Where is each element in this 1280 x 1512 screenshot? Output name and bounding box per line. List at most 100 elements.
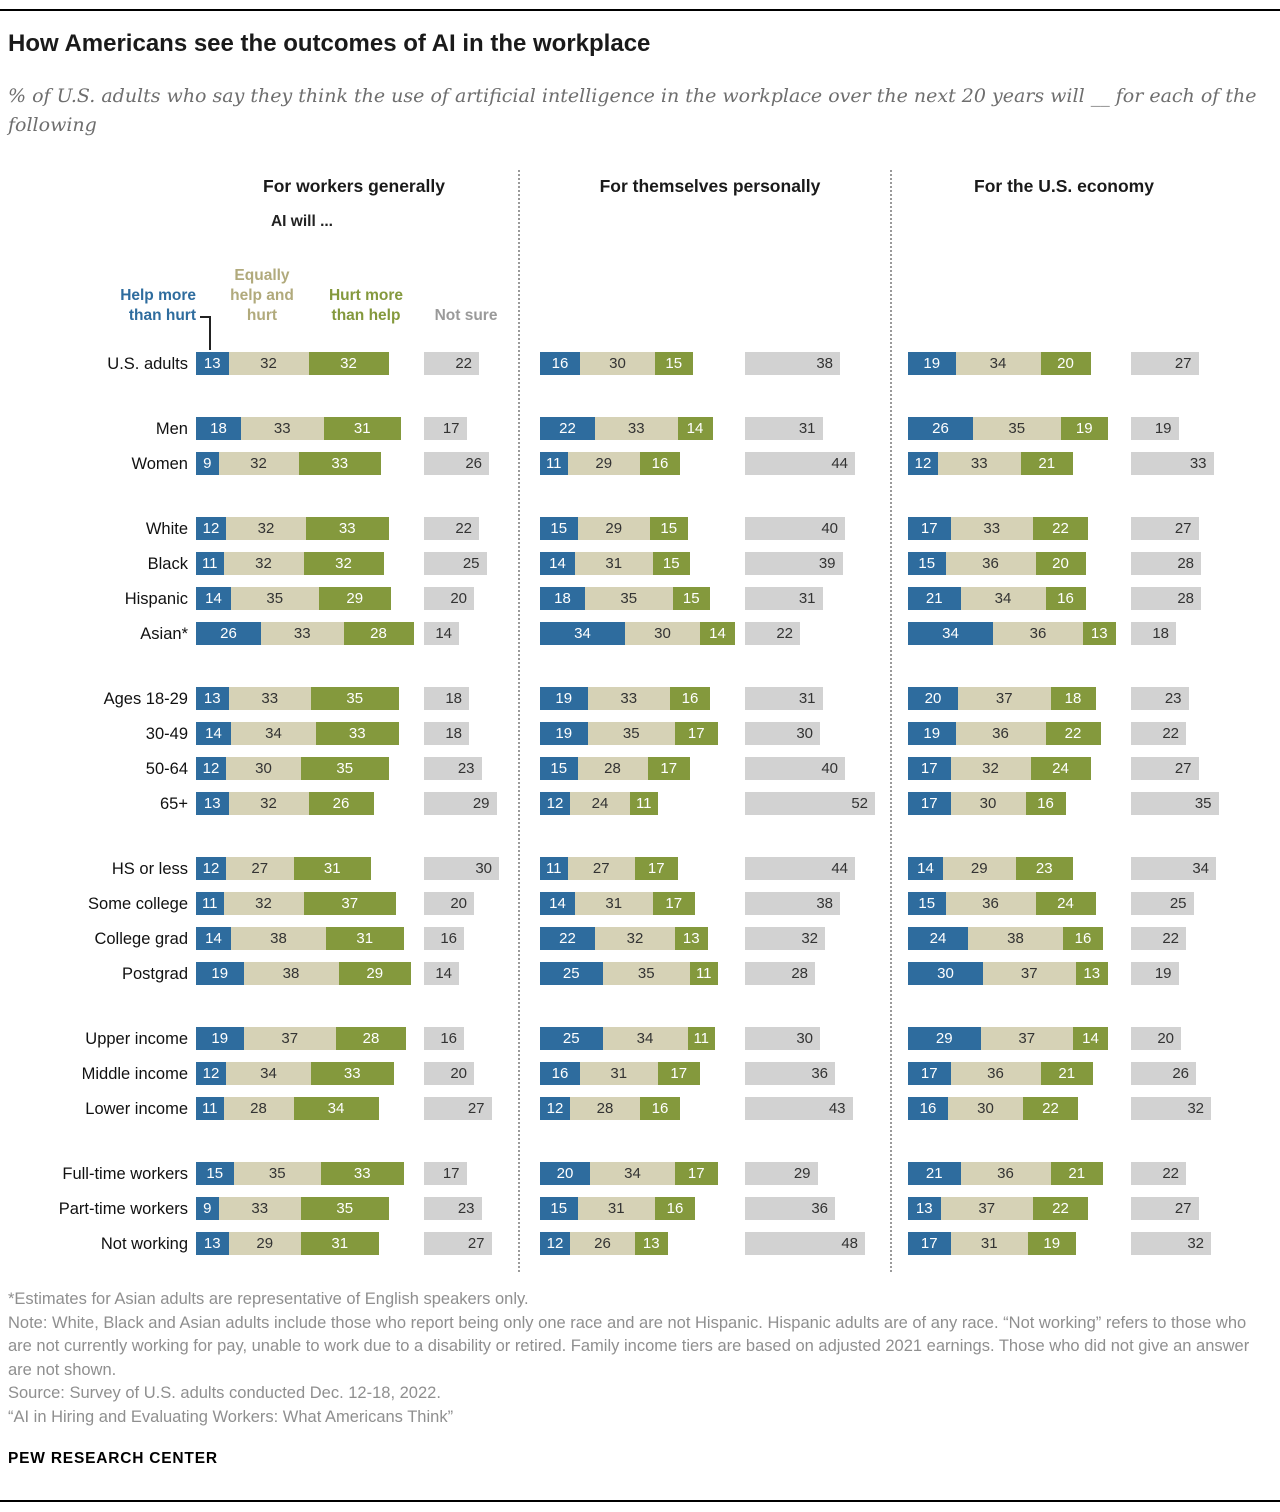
bar-hurt-more: 21 <box>1050 1162 1103 1185</box>
bar-hurt-more: 18 <box>1050 687 1096 710</box>
bar-equally: 27 <box>226 857 294 880</box>
bar-not-sure: 26 <box>1131 1062 1196 1085</box>
bar-help-more: 26 <box>196 622 261 645</box>
panel-divider-2 <box>890 170 892 1272</box>
bar-help-more: 14 <box>196 927 231 950</box>
row-label: Some college <box>88 895 188 913</box>
bar-help-more: 26 <box>908 417 973 440</box>
bar-hurt-more: 11 <box>690 962 718 985</box>
bar-equally: 34 <box>955 352 1041 375</box>
bar-equally: 33 <box>228 687 311 710</box>
bar-not-sure: 16 <box>424 1027 464 1050</box>
bar-not-sure: 33 <box>1131 452 1214 475</box>
bar-help-more: 11 <box>196 892 224 915</box>
legend-hurt-more-than-help: Hurt more than help <box>328 287 404 324</box>
row-label: Men <box>155 420 188 438</box>
bar-hurt-more: 31 <box>323 417 401 440</box>
bar-equally: 35 <box>587 722 675 745</box>
bar-hurt-more: 23 <box>1015 857 1073 880</box>
bar-hurt-more: 31 <box>326 927 404 950</box>
bar-not-sure: 26 <box>424 452 489 475</box>
panel-divider-1 <box>518 170 520 1272</box>
bar-hurt-more: 15 <box>672 587 710 610</box>
bar-hurt-more: 13 <box>675 927 708 950</box>
bar-hurt-more: 33 <box>311 1062 394 1085</box>
bar-not-sure: 28 <box>1131 587 1201 610</box>
bar-equally: 37 <box>243 1027 336 1050</box>
bar-hurt-more: 14 <box>700 622 735 645</box>
bar-help-more: 16 <box>908 1097 948 1120</box>
bar-help-more: 20 <box>540 1162 590 1185</box>
bar-hurt-more: 17 <box>652 892 695 915</box>
bar-help-more: 14 <box>196 587 231 610</box>
footnotes: *Estimates for Asian adults are represen… <box>8 1288 1264 1429</box>
bar-not-sure: 18 <box>424 722 469 745</box>
bar-not-sure: 35 <box>1131 792 1219 815</box>
bar-hurt-more: 31 <box>293 857 371 880</box>
footnote-report-title: “AI in Hiring and Evaluating Workers: Wh… <box>8 1407 454 1426</box>
bar-equally: 31 <box>580 1062 658 1085</box>
bar-hurt-more: 33 <box>298 452 381 475</box>
bar-help-more: 13 <box>196 687 229 710</box>
bar-hurt-more: 34 <box>293 1097 379 1120</box>
bar-equally: 32 <box>223 892 304 915</box>
bar-equally: 29 <box>228 1232 301 1255</box>
bar-hurt-more: 22 <box>1033 517 1088 540</box>
bar-equally: 34 <box>226 1062 311 1085</box>
bar-not-sure: 27 <box>1131 757 1199 780</box>
bar-equally: 29 <box>943 857 1016 880</box>
legend-not-sure: Not sure <box>434 307 498 324</box>
bar-help-more: 34 <box>540 622 625 645</box>
bar-help-more: 18 <box>540 587 585 610</box>
bar-help-more: 15 <box>540 757 578 780</box>
bar-help-more: 14 <box>196 722 231 745</box>
bar-help-more: 15 <box>196 1162 234 1185</box>
bar-hurt-more: 16 <box>655 1197 695 1220</box>
bar-hurt-more: 17 <box>657 1062 700 1085</box>
bar-not-sure: 44 <box>745 452 855 475</box>
bar-not-sure: 27 <box>424 1232 492 1255</box>
bar-help-more: 21 <box>908 1162 961 1185</box>
bar-equally: 37 <box>983 962 1076 985</box>
footnote-note: Note: White, Black and Asian adults incl… <box>8 1313 1250 1379</box>
bar-help-more: 9 <box>196 1197 219 1220</box>
bar-equally: 38 <box>231 927 326 950</box>
bar-not-sure: 23 <box>1131 687 1189 710</box>
bar-hurt-more: 28 <box>336 1027 406 1050</box>
row-label: Women <box>131 455 188 473</box>
bar-not-sure: 22 <box>424 517 479 540</box>
bar-help-more: 12 <box>196 757 226 780</box>
bar-hurt-more: 32 <box>303 552 384 575</box>
bar-hurt-more: 26 <box>308 792 374 815</box>
bar-equally: 37 <box>980 1027 1073 1050</box>
bar-help-more: 17 <box>908 1062 951 1085</box>
row-label: 30-49 <box>145 725 188 743</box>
bar-help-more: 11 <box>196 1097 224 1120</box>
bar-not-sure: 43 <box>745 1097 853 1120</box>
bar-not-sure: 28 <box>1131 552 1201 575</box>
bar-help-more: 17 <box>908 757 951 780</box>
bar-hurt-more: 35 <box>301 1197 389 1220</box>
bar-hurt-more: 13 <box>1075 962 1108 985</box>
row-label: 65+ <box>160 795 188 813</box>
bar-hurt-more: 13 <box>1083 622 1116 645</box>
bar-hurt-more: 22 <box>1045 722 1101 745</box>
bar-equally: 36 <box>950 1062 1041 1085</box>
panel-header-workers: For workers generally <box>263 176 445 196</box>
bar-help-more: 25 <box>540 962 603 985</box>
bar-equally: 31 <box>577 1197 655 1220</box>
bar-help-more: 12 <box>908 452 938 475</box>
bar-equally: 28 <box>570 1097 640 1120</box>
bar-equally: 35 <box>973 417 1061 440</box>
page-subtitle: % of U.S. adults who say they think the … <box>8 85 1257 136</box>
bar-equally: 36 <box>955 722 1046 745</box>
bar-help-more: 29 <box>908 1027 981 1050</box>
bar-help-more: 16 <box>540 352 580 375</box>
bar-equally: 34 <box>590 1162 675 1185</box>
bar-hurt-more: 33 <box>321 1162 404 1185</box>
bar-hurt-more: 21 <box>1040 1062 1093 1085</box>
top-rule <box>0 9 1280 11</box>
bar-not-sure: 48 <box>745 1232 865 1255</box>
bar-hurt-more: 16 <box>1025 792 1066 815</box>
bar-not-sure: 27 <box>1131 517 1199 540</box>
